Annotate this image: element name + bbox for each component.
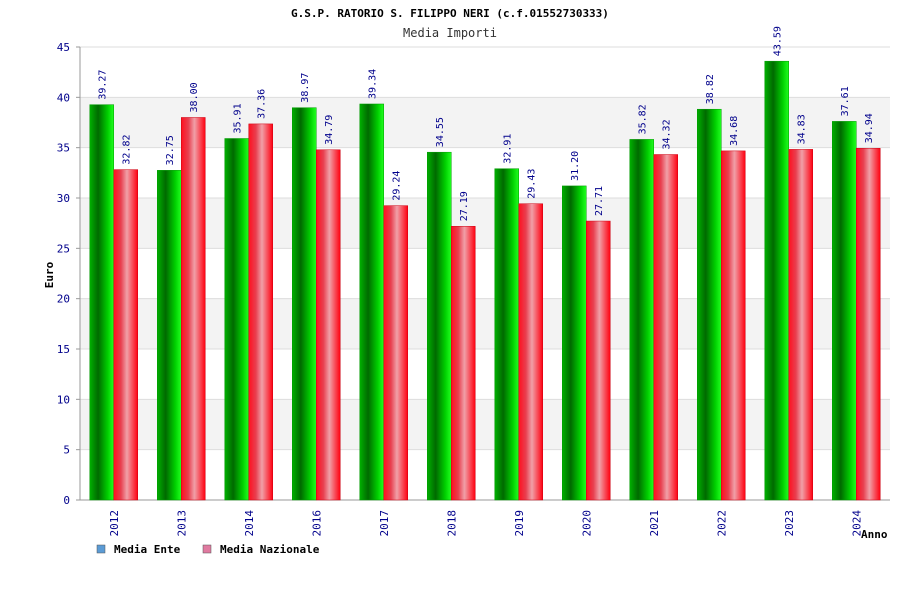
y-tick-label: 40: [57, 91, 70, 104]
x-tick-label: 2019: [513, 510, 526, 537]
value-label-media-nazionale-2024: 34.94: [864, 113, 875, 143]
bar-media-ente-2017: [359, 103, 384, 501]
x-tick-label: 2023: [783, 510, 796, 537]
bar-media-ente-2020: [562, 185, 587, 501]
plot-band: [80, 399, 890, 450]
chart-title: G.S.P. RATORIO S. FILIPPO NERI (c.f.0155…: [291, 7, 609, 20]
bar-media-ente-2024: [832, 121, 857, 501]
bar-media-nazionale-2016: [316, 149, 341, 501]
plot-band: [80, 349, 890, 400]
bar-media-nazionale-2019: [518, 203, 543, 501]
legend-swatch-media-ente: [96, 544, 106, 554]
x-tick-label: 2016: [310, 510, 323, 537]
value-label-media-nazionale-2012: 32.82: [122, 135, 133, 165]
x-axis-label: Anno: [861, 528, 888, 541]
value-label-media-ente-2017: 39.34: [368, 69, 379, 99]
bar-media-ente-2021: [629, 139, 654, 501]
value-label-media-ente-2020: 31.20: [570, 151, 581, 181]
bar-media-nazionale-2012: [113, 169, 138, 501]
legend-swatch-media-nazionale: [202, 544, 212, 554]
bar-media-ente-2018: [427, 151, 452, 501]
plot-band: [80, 97, 890, 148]
value-label-media-ente-2024: 37.61: [840, 86, 851, 116]
y-tick-label: 15: [57, 343, 70, 356]
x-tick-label: 2018: [445, 510, 458, 537]
gridlines: [80, 46, 890, 501]
value-label-media-ente-2023: 43.59: [773, 26, 784, 56]
value-label-media-nazionale-2016: 34.79: [324, 115, 335, 145]
value-label-media-ente-2014: 35.91: [233, 103, 244, 133]
value-label-media-nazionale-2021: 34.32: [662, 119, 673, 149]
bar-media-nazionale-2023: [788, 149, 813, 501]
x-tick-label: 2013: [175, 510, 188, 537]
value-label-media-ente-2021: 35.82: [638, 104, 649, 134]
value-label-media-nazionale-2018: 27.19: [459, 191, 470, 221]
value-label-media-nazionale-2013: 38.00: [189, 82, 200, 112]
y-tick-label: 20: [57, 293, 70, 306]
value-label-media-nazionale-2023: 34.83: [797, 114, 808, 144]
x-tick-label: 2022: [715, 510, 728, 537]
x-tick-label: 2024: [850, 510, 863, 537]
y-axis-label: Euro: [43, 261, 56, 288]
x-tick-label: 2021: [648, 510, 661, 537]
bar-media-ente-2014: [224, 138, 249, 501]
y-tick-label: 0: [63, 494, 70, 507]
value-label-media-ente-2022: 38.82: [705, 74, 716, 104]
bars: [89, 60, 881, 501]
x-tick-label: 2012: [108, 510, 121, 537]
chart-subtitle: Media Importi: [403, 26, 497, 40]
bar-media-nazionale-2020: [586, 220, 611, 501]
plot-band: [80, 449, 890, 500]
value-labels: 39.27 32.82 32.75 38.00 35.91 37.36 38.97 34.79…: [98, 26, 876, 221]
x-tick-label: 2014: [243, 510, 256, 537]
value-label-media-nazionale-2020: 27.71: [594, 186, 605, 216]
bar-media-ente-2023: [764, 60, 789, 501]
value-label-media-nazionale-2019: 29.43: [527, 169, 538, 199]
value-label-media-ente-2018: 34.55: [435, 117, 446, 147]
bar-media-nazionale-2021: [653, 154, 678, 501]
plot-band: [80, 47, 890, 98]
y-tick-label: 35: [57, 142, 70, 155]
x-axis-ticks: 2012 2013 2014 2016 2017 2018 2019 2020 2021 2022…: [108, 510, 864, 537]
plot-band: [80, 248, 890, 299]
y-tick-label: 30: [57, 192, 70, 205]
legend-label-media-ente: Media Ente: [114, 543, 181, 556]
y-axis-ticks: 0 5 10 15 20 25 30 35 40 45: [57, 41, 80, 507]
bar-media-ente-2022: [697, 108, 722, 501]
plot-band: [80, 298, 890, 349]
bar-media-ente-2012: [89, 104, 114, 501]
plot-band: [80, 147, 890, 198]
x-tick-label: 2017: [378, 510, 391, 537]
bar-media-nazionale-2022: [721, 150, 746, 501]
value-label-media-nazionale-2014: 37.36: [257, 89, 268, 119]
value-label-media-nazionale-2022: 34.68: [729, 116, 740, 146]
y-tick-label: 5: [63, 444, 70, 457]
bar-media-ente-2019: [494, 168, 519, 501]
bar-media-nazionale-2024: [856, 148, 881, 501]
bar-media-ente-2016: [292, 107, 317, 501]
bar-media-nazionale-2017: [383, 205, 408, 501]
value-label-media-ente-2016: 38.97: [300, 73, 311, 103]
y-tick-label: 45: [57, 41, 70, 54]
legend-label-media-nazionale: Media Nazionale: [220, 543, 320, 556]
value-label-media-ente-2019: 32.91: [503, 134, 514, 164]
bar-media-nazionale-2018: [451, 226, 476, 501]
y-tick-label: 10: [57, 393, 70, 406]
bar-media-nazionale-2014: [248, 123, 273, 501]
value-label-media-nazionale-2017: 29.24: [392, 171, 403, 201]
plot-band: [80, 198, 890, 249]
bar-media-nazionale-2013: [181, 117, 206, 501]
y-tick-label: 25: [57, 242, 70, 255]
value-label-media-ente-2012: 39.27: [98, 70, 109, 100]
x-tick-label: 2020: [580, 510, 593, 537]
bar-media-ente-2013: [157, 170, 182, 501]
legend: Media Ente Media Nazionale: [96, 543, 320, 556]
plot-background: [80, 47, 890, 500]
value-label-media-ente-2013: 32.75: [165, 135, 176, 165]
